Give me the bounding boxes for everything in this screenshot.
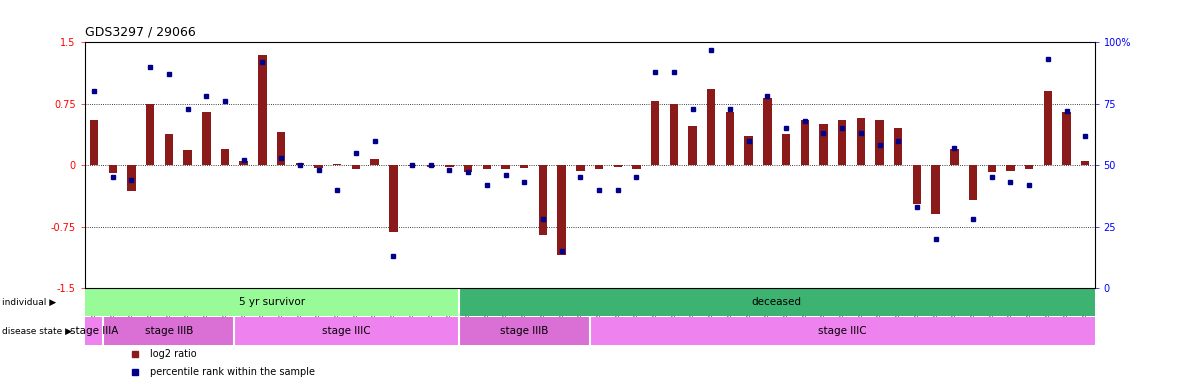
Bar	[407, 165, 417, 166]
Bar	[85, 289, 459, 316]
Bar	[1044, 91, 1052, 165]
Bar	[558, 165, 566, 255]
Bar	[89, 120, 99, 165]
Bar	[670, 104, 678, 165]
Bar	[104, 317, 234, 345]
Bar	[426, 165, 435, 167]
Bar	[689, 126, 697, 165]
Bar	[988, 165, 996, 172]
Bar	[234, 317, 459, 345]
Bar	[539, 165, 547, 235]
Bar	[838, 120, 846, 165]
Text: stage IIIC: stage IIIC	[818, 326, 866, 336]
Bar	[520, 165, 528, 169]
Text: stage IIIB: stage IIIB	[500, 326, 548, 336]
Bar	[726, 112, 734, 165]
Text: 5 yr survivor: 5 yr survivor	[239, 297, 305, 308]
Bar	[651, 101, 659, 165]
Bar	[146, 104, 154, 165]
Text: stage IIIA: stage IIIA	[69, 326, 118, 336]
Bar	[202, 112, 211, 165]
Bar	[108, 165, 117, 173]
Bar	[576, 165, 585, 171]
Bar	[459, 289, 1095, 316]
Bar	[333, 164, 341, 165]
Bar	[1080, 161, 1090, 165]
Bar	[371, 159, 379, 165]
Bar	[127, 165, 135, 191]
Bar	[950, 149, 958, 165]
Bar	[876, 120, 884, 165]
Bar	[239, 161, 248, 165]
Bar	[707, 89, 716, 165]
Bar	[744, 136, 753, 165]
Bar	[277, 132, 285, 165]
Text: deceased: deceased	[752, 297, 802, 308]
Bar	[483, 165, 491, 169]
Bar	[782, 134, 790, 165]
Bar	[221, 149, 230, 165]
Text: disease state ▶: disease state ▶	[2, 327, 72, 336]
Bar	[1006, 165, 1015, 171]
Bar	[590, 317, 1095, 345]
Bar	[1063, 112, 1071, 165]
Text: percentile rank within the sample: percentile rank within the sample	[151, 367, 315, 377]
Bar	[857, 118, 865, 165]
Bar	[258, 55, 267, 165]
Text: log2 ratio: log2 ratio	[151, 349, 197, 359]
Bar	[352, 165, 360, 169]
Bar	[763, 98, 772, 165]
Bar	[295, 163, 304, 165]
Text: individual ▶: individual ▶	[2, 298, 56, 307]
Bar	[464, 165, 472, 172]
Text: stage IIIC: stage IIIC	[322, 326, 371, 336]
Bar	[895, 128, 903, 165]
Bar	[819, 124, 827, 165]
Bar	[613, 165, 621, 167]
Bar	[184, 151, 192, 165]
Bar	[800, 120, 809, 165]
Bar	[969, 165, 977, 200]
Bar	[1025, 165, 1033, 169]
Bar	[314, 165, 322, 169]
Text: stage IIIB: stage IIIB	[145, 326, 193, 336]
Bar	[912, 165, 922, 204]
Bar	[632, 165, 640, 169]
Bar	[594, 165, 604, 169]
Bar	[501, 165, 510, 169]
Bar	[931, 165, 940, 214]
Bar	[390, 165, 398, 232]
Bar	[445, 165, 453, 167]
Bar	[459, 317, 590, 345]
Bar	[165, 134, 173, 165]
Text: GDS3297 / 29066: GDS3297 / 29066	[85, 25, 195, 38]
Bar	[85, 317, 104, 345]
